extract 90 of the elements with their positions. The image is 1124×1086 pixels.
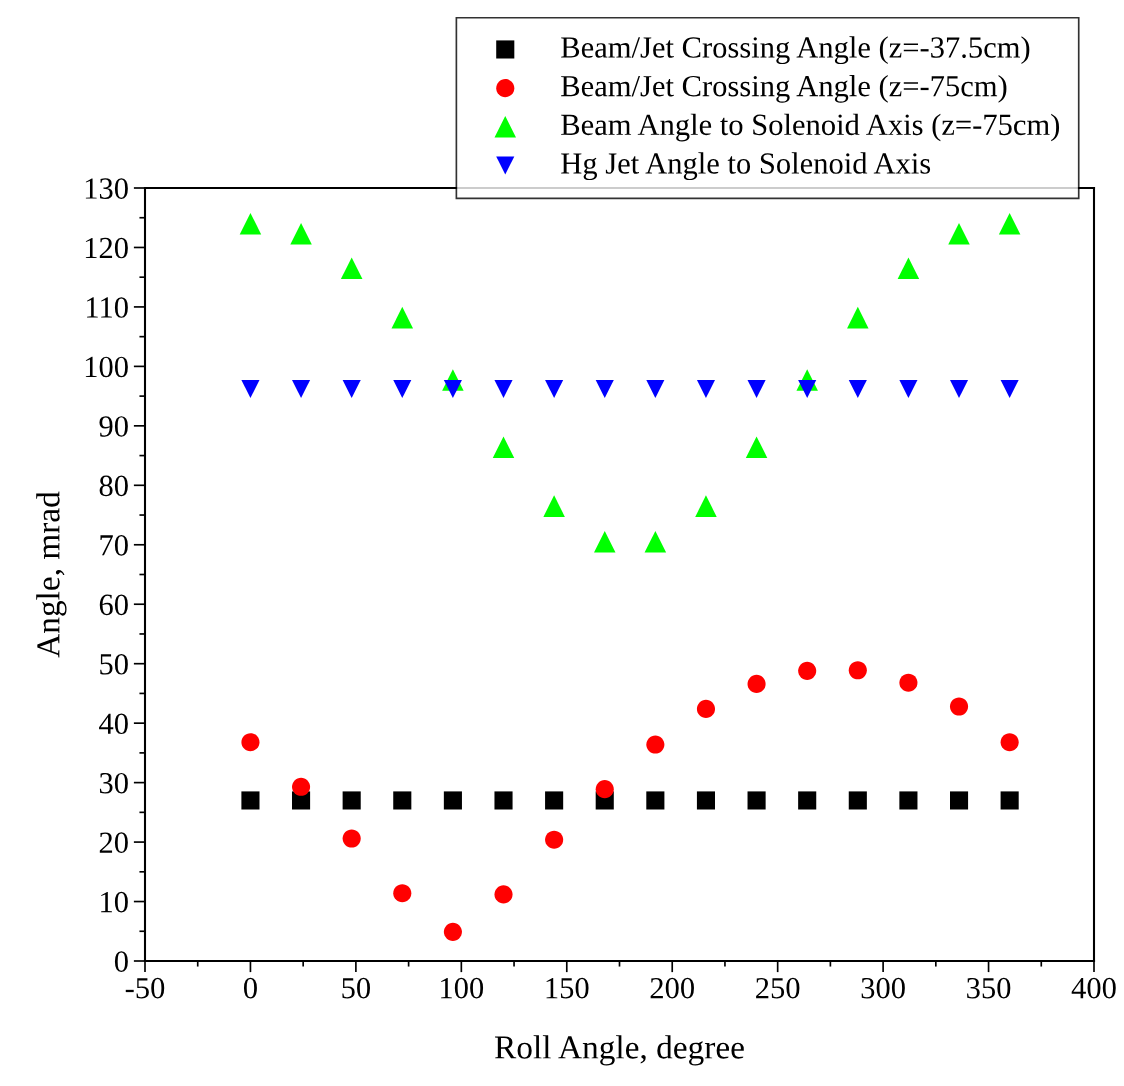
y-tick-label: 110 — [87, 297, 128, 318]
point — [848, 379, 867, 399]
y-tick-label: 0 — [114, 951, 128, 972]
y-tick-label: 70 — [100, 535, 128, 556]
legend-label: Beam/Jet Crossing Angle (z=-37.5cm) — [561, 36, 1030, 65]
x-tick-label: 100 — [441, 977, 484, 999]
point — [848, 661, 867, 680]
point — [595, 379, 614, 399]
x-tick-label: 200 — [650, 977, 694, 999]
point — [342, 829, 361, 848]
point — [494, 379, 513, 399]
point — [897, 257, 920, 280]
point — [899, 791, 918, 810]
y-tick-label: 60 — [99, 594, 128, 616]
x-tick-label: 300 — [861, 977, 905, 999]
x-tick-label: 350 — [967, 977, 1011, 999]
point — [443, 922, 462, 941]
x-tick-label: 50 — [342, 977, 370, 999]
point — [1000, 379, 1019, 399]
y-tick-label: 40 — [99, 713, 128, 735]
y-tick-label: 130 — [85, 178, 128, 199]
y-axis-title: Angle, mrad — [36, 491, 67, 658]
point — [443, 791, 462, 810]
point — [798, 661, 817, 680]
point — [1000, 733, 1019, 752]
point — [443, 379, 462, 399]
point — [391, 306, 414, 329]
y-tick-label: 50 — [100, 653, 128, 675]
y-tick-label: 120 — [85, 237, 128, 259]
legend-label: Beam Angle to Solenoid Axis (z=-75cm) — [561, 113, 1060, 142]
point — [848, 791, 867, 810]
point — [290, 223, 312, 245]
point — [393, 791, 412, 810]
y-tick-label: 80 — [99, 475, 128, 497]
y-tick-label: 30 — [99, 772, 128, 794]
x-axis-title: Roll Angle, degree — [495, 1035, 744, 1066]
point — [292, 379, 311, 399]
point — [899, 379, 918, 399]
point — [543, 495, 565, 517]
point — [494, 791, 513, 810]
point — [545, 379, 564, 399]
x-tick-label: 250 — [756, 977, 800, 999]
point — [695, 495, 717, 517]
point — [745, 436, 768, 459]
point — [241, 791, 260, 810]
point — [342, 379, 361, 399]
y-tick-label: 20 — [99, 832, 128, 853]
legend-label: Hg Jet Angle to Solenoid Axis — [561, 152, 931, 181]
point — [949, 791, 969, 810]
point — [593, 531, 616, 553]
point — [545, 830, 564, 849]
point — [747, 674, 766, 693]
point — [340, 257, 363, 280]
y-tick-label: 90 — [99, 416, 128, 437]
point — [949, 379, 969, 399]
x-tick-label: 400 — [1071, 977, 1116, 999]
point — [747, 379, 766, 399]
point — [646, 379, 665, 399]
point — [798, 791, 817, 810]
point — [646, 735, 665, 754]
point — [644, 531, 667, 553]
x-tick-label: 0 — [243, 977, 257, 999]
point — [1000, 791, 1019, 810]
point — [292, 777, 311, 796]
point — [239, 212, 262, 235]
y-tick-label: 10 — [101, 891, 128, 913]
point — [949, 697, 969, 716]
legend-label: Beam/Jet Crossing Angle (z=-75cm) — [561, 74, 1007, 103]
point — [847, 306, 869, 329]
point — [494, 885, 513, 904]
point — [696, 379, 716, 399]
point — [899, 673, 918, 692]
point — [393, 379, 412, 399]
point — [241, 733, 260, 752]
point — [492, 436, 515, 459]
x-tick-label: 150 — [546, 977, 589, 999]
point — [646, 791, 665, 810]
point — [545, 791, 564, 810]
point — [241, 379, 260, 399]
x-tick-label: -50 — [125, 977, 165, 999]
point — [948, 223, 970, 245]
y-tick-label: 100 — [85, 356, 128, 378]
point — [595, 780, 614, 799]
point — [342, 791, 361, 810]
point — [393, 884, 412, 903]
point — [798, 379, 817, 399]
point — [747, 791, 766, 810]
point — [696, 699, 716, 718]
point — [998, 212, 1021, 235]
point — [696, 791, 716, 810]
